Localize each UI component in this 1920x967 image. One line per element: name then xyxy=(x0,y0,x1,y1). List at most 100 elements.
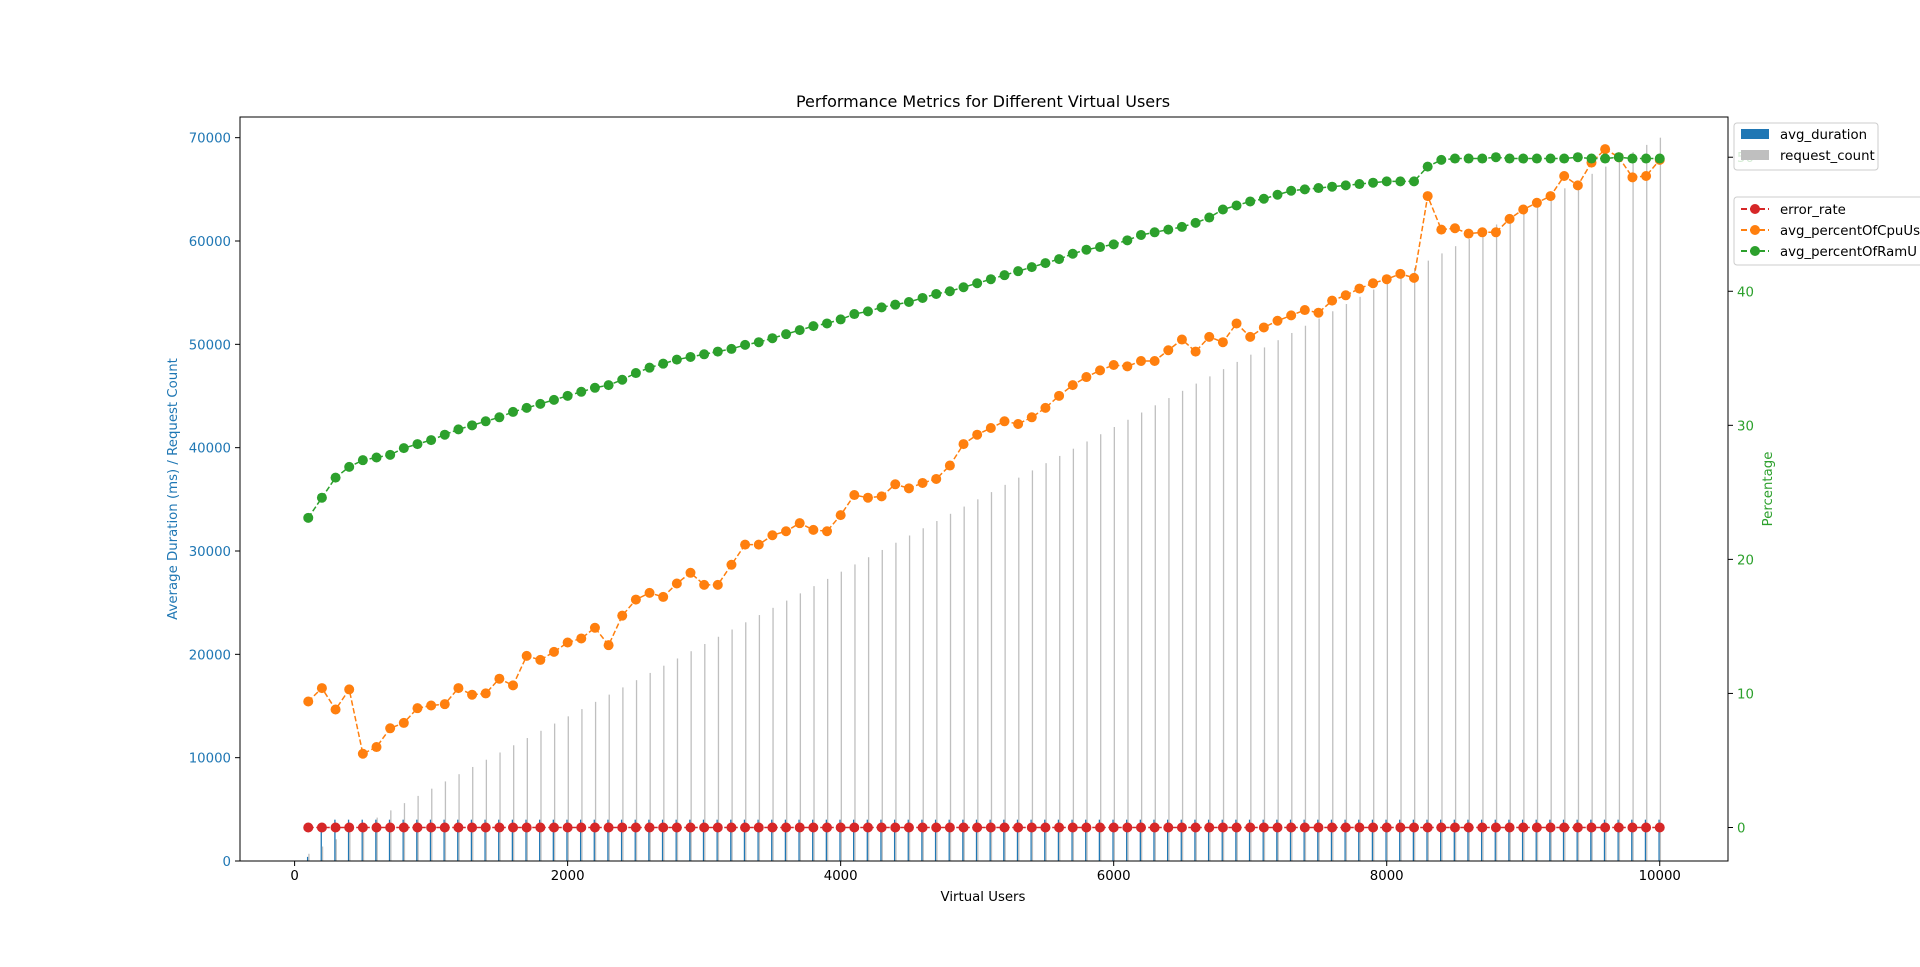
point-error-rate xyxy=(494,822,505,833)
bar-request-count xyxy=(1345,304,1348,861)
point-error-rate xyxy=(808,822,819,833)
bar-request-count xyxy=(513,745,515,861)
point-ram xyxy=(1340,180,1351,191)
point-cpu xyxy=(1245,331,1256,342)
point-ram xyxy=(562,390,573,401)
bar-request-count xyxy=(1154,405,1156,861)
legend-avg-duration-swatch xyxy=(1741,129,1769,139)
point-cpu xyxy=(1190,346,1201,357)
bar-avg-duration xyxy=(1153,819,1155,861)
x-tick-label: 4000 xyxy=(824,869,858,884)
bar-avg-duration xyxy=(443,819,445,861)
bar-request-count xyxy=(1591,173,1593,861)
bar-request-count xyxy=(594,701,597,861)
bar-avg-duration xyxy=(539,819,541,861)
series-line-cpu xyxy=(307,148,1661,755)
bar-request-count xyxy=(663,665,665,861)
bar-avg-duration xyxy=(1385,819,1387,861)
bar-avg-duration xyxy=(1440,819,1442,861)
point-cpu xyxy=(671,578,682,589)
legend-lines-frame xyxy=(1733,196,1920,266)
point-error-rate xyxy=(1340,822,1351,833)
point-error-rate xyxy=(1641,822,1652,833)
y-left-tick-label: 40000 xyxy=(189,442,231,457)
point-ram xyxy=(589,382,600,393)
point-ram xyxy=(1409,176,1420,187)
point-ram xyxy=(808,321,819,332)
point-cpu xyxy=(1204,331,1215,342)
bar-avg-duration xyxy=(1521,819,1524,861)
point-cpu xyxy=(1054,390,1065,401)
bar-request-count xyxy=(1304,325,1307,862)
bar-avg-duration xyxy=(1549,819,1551,861)
point-error-rate xyxy=(508,822,519,833)
bar-avg-duration xyxy=(1358,819,1360,861)
bar-request-count xyxy=(1482,231,1484,861)
bar-request-count xyxy=(881,549,883,861)
point-ram xyxy=(917,292,928,303)
point-ram xyxy=(1586,153,1597,164)
point-error-rate xyxy=(876,822,887,833)
bar-request-count xyxy=(308,853,310,861)
point-error-rate xyxy=(712,822,723,833)
bar-request-count xyxy=(1386,282,1389,862)
bar-request-count xyxy=(1045,463,1047,861)
bar-avg-duration xyxy=(498,819,500,861)
bar-request-count xyxy=(758,615,761,861)
point-cpu xyxy=(1040,402,1051,413)
point-ram xyxy=(1204,212,1215,223)
bar-request-count xyxy=(1373,289,1375,861)
point-error-rate xyxy=(794,822,805,833)
bar-avg-duration xyxy=(525,819,527,861)
bar-avg-duration xyxy=(975,819,978,861)
bar-request-count xyxy=(854,564,856,861)
bar-request-count xyxy=(1318,318,1320,861)
bar-avg-duration xyxy=(361,819,363,861)
point-ram xyxy=(1395,176,1406,187)
bar-avg-duration xyxy=(743,819,746,861)
point-cpu xyxy=(1477,227,1488,238)
point-error-rate xyxy=(316,822,327,833)
point-ram xyxy=(1368,177,1379,188)
bar-avg-duration xyxy=(579,819,582,861)
point-cpu xyxy=(1299,305,1310,316)
point-ram xyxy=(1054,254,1065,265)
bar-avg-duration xyxy=(893,819,896,861)
point-cpu xyxy=(521,650,532,661)
bar-avg-duration xyxy=(661,819,664,861)
point-cpu xyxy=(699,579,710,590)
point-cpu xyxy=(1163,345,1174,356)
bar-request-count xyxy=(867,557,870,861)
point-error-rate xyxy=(1040,822,1051,833)
point-ram xyxy=(1613,152,1624,163)
point-error-rate xyxy=(1368,822,1379,833)
point-cpu xyxy=(303,696,314,707)
point-cpu xyxy=(1258,322,1269,333)
legend-bars-frame xyxy=(1733,122,1879,171)
point-ram xyxy=(1040,258,1051,269)
bar-request-count xyxy=(1004,484,1006,861)
bar-request-count xyxy=(813,586,815,861)
point-error-rate xyxy=(890,822,901,833)
bar-request-count xyxy=(567,716,569,861)
bar-request-count xyxy=(799,593,802,861)
point-cpu xyxy=(576,633,587,644)
point-ram xyxy=(385,449,396,460)
bar-avg-duration xyxy=(1276,819,1278,861)
point-error-rate xyxy=(1026,822,1037,833)
bar-avg-duration xyxy=(1590,819,1592,861)
point-error-rate xyxy=(862,822,873,833)
bar-request-count xyxy=(690,651,692,861)
bar-request-count xyxy=(622,687,624,861)
bar-avg-duration xyxy=(730,819,732,861)
point-error-rate xyxy=(1395,822,1406,833)
point-cpu xyxy=(494,673,505,684)
point-cpu xyxy=(1135,355,1146,366)
point-ram xyxy=(685,351,696,362)
point-ram xyxy=(330,472,341,483)
point-ram xyxy=(1627,153,1638,164)
point-cpu xyxy=(1422,191,1433,202)
bar-request-count xyxy=(786,600,788,861)
point-error-rate xyxy=(931,822,942,833)
point-cpu xyxy=(1231,318,1242,329)
